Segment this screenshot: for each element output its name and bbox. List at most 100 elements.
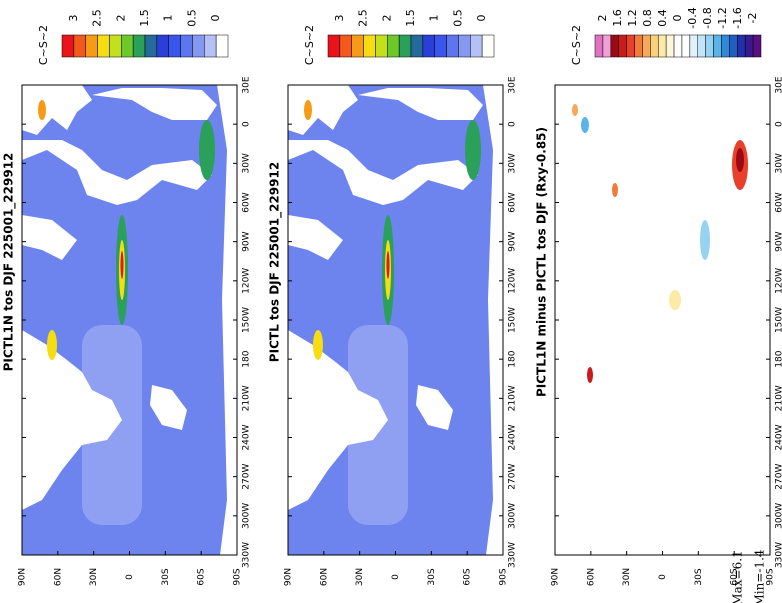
colorbar-label: -1.6 bbox=[731, 7, 744, 28]
colorbar-label: -0.4 bbox=[686, 7, 699, 28]
hotspot bbox=[313, 330, 323, 360]
panel-title: PICTL1N tos DJF 225001_229912 bbox=[2, 153, 17, 372]
lon-label: 120W bbox=[508, 268, 518, 294]
lon-label: 150W bbox=[775, 307, 782, 333]
colorbar-label: 2 bbox=[596, 15, 609, 22]
lon-label: 60W bbox=[508, 192, 518, 212]
lat-label: 90N bbox=[551, 568, 561, 586]
colorbar-swatch bbox=[481, 34, 495, 58]
colorbar-swatch bbox=[434, 34, 447, 58]
colorbar-swatch bbox=[594, 34, 604, 58]
colorbar-swatch bbox=[737, 34, 746, 58]
colorbar-swatch bbox=[697, 34, 706, 58]
hotspot bbox=[120, 251, 124, 279]
colorbar-swatch bbox=[327, 34, 341, 58]
lat-label: 30S bbox=[694, 568, 704, 585]
lon-label: 240W bbox=[775, 424, 782, 450]
land bbox=[358, 88, 483, 120]
lat-label: 30N bbox=[355, 568, 365, 586]
lon-label: 180 bbox=[242, 350, 252, 367]
colorbar-label: -2 bbox=[746, 13, 759, 24]
lon-label: 240W bbox=[508, 424, 518, 450]
lon-label: 180 bbox=[508, 350, 518, 367]
colorbar-label: 1.2 bbox=[626, 9, 639, 27]
colorbar-swatch bbox=[398, 34, 412, 58]
colorbar-label: 1 bbox=[162, 15, 175, 22]
colorbar-swatch bbox=[673, 34, 683, 58]
colorbar-swatch bbox=[729, 34, 738, 58]
colorbar-swatch bbox=[744, 34, 754, 58]
lon-label: 90W bbox=[508, 231, 518, 251]
lon-label: 0 bbox=[775, 121, 782, 127]
land bbox=[288, 85, 358, 135]
lat-label: 0 bbox=[391, 574, 401, 580]
colorbar-label: -1.2 bbox=[716, 7, 729, 28]
colorbar-label: 1.5 bbox=[404, 9, 417, 27]
lat-label: 30N bbox=[89, 568, 99, 586]
lon-label: 300W bbox=[242, 503, 252, 529]
colorbar-swatch bbox=[705, 34, 714, 58]
colorbar-swatch bbox=[351, 34, 364, 58]
lon-label: 30W bbox=[775, 153, 782, 173]
colorbar-swatch bbox=[97, 34, 110, 58]
colorbar-label: 1.5 bbox=[138, 9, 151, 27]
colorbar-label: 0.5 bbox=[185, 9, 198, 27]
lat-label: 60S bbox=[730, 568, 740, 585]
colorbar-swatch bbox=[132, 34, 146, 58]
lon-label: 90W bbox=[242, 231, 252, 251]
colorbar-swatch bbox=[618, 34, 627, 58]
land bbox=[22, 85, 92, 135]
lon-label: 330W bbox=[242, 542, 252, 568]
colorbar-swatch bbox=[650, 34, 659, 58]
lon-label: 150W bbox=[242, 307, 252, 333]
colorbar-swatch bbox=[204, 34, 217, 58]
lon-label: 120W bbox=[775, 268, 782, 294]
lon-label: 180 bbox=[775, 350, 782, 367]
lon-label: 150W bbox=[508, 307, 518, 333]
anomaly bbox=[700, 220, 710, 260]
lon-label: 270W bbox=[775, 464, 782, 490]
land bbox=[22, 330, 122, 510]
colorbar-swatch bbox=[634, 34, 643, 58]
colorbar-swatch bbox=[215, 34, 229, 58]
hotspot bbox=[47, 330, 57, 360]
lon-label: 330W bbox=[775, 542, 782, 568]
lat-label: 60N bbox=[53, 568, 63, 586]
colorbar-swatch bbox=[85, 34, 98, 58]
lat-label: 90S bbox=[766, 568, 776, 585]
colorbar-label: 0 bbox=[475, 15, 488, 22]
lat-label: 90N bbox=[284, 568, 294, 586]
colorbar-label: 3 bbox=[333, 15, 346, 22]
colorbar-swatch bbox=[642, 34, 651, 58]
land bbox=[416, 385, 453, 430]
colorbar-label: 2.5 bbox=[91, 9, 104, 27]
colorbar-swatch bbox=[626, 34, 635, 58]
lon-label: 270W bbox=[242, 464, 252, 490]
lon-label: 60W bbox=[242, 192, 252, 212]
lat-label: 90S bbox=[499, 568, 509, 585]
map-panel bbox=[554, 34, 771, 556]
stat-max: Max=6.1 bbox=[731, 550, 745, 603]
lat-label: 60S bbox=[463, 568, 473, 585]
colorbar-swatch bbox=[665, 34, 675, 58]
land bbox=[22, 140, 212, 205]
map-panel bbox=[21, 34, 238, 556]
colorbar-label: 0.4 bbox=[656, 9, 669, 27]
land bbox=[288, 330, 388, 510]
colorbar-swatch bbox=[73, 34, 86, 58]
lon-label: 210W bbox=[775, 385, 782, 411]
colorbar-label: 2.5 bbox=[357, 9, 370, 27]
colorbar-label: 0 bbox=[209, 15, 222, 22]
land bbox=[92, 88, 217, 120]
colorbar-swatch bbox=[144, 34, 158, 58]
colorbar-swatch bbox=[470, 34, 483, 58]
colorbar-label: 3 bbox=[67, 15, 80, 22]
colorbar-unit: C~S~2 bbox=[37, 25, 50, 65]
lat-label: 30S bbox=[427, 568, 437, 585]
hotspot bbox=[304, 100, 312, 120]
colorbar-swatch bbox=[681, 34, 691, 58]
colorbar-label: 2 bbox=[380, 15, 393, 22]
anomaly bbox=[587, 367, 593, 383]
lat-label: 60N bbox=[586, 568, 596, 586]
colorbar-label: -0.8 bbox=[701, 7, 714, 28]
